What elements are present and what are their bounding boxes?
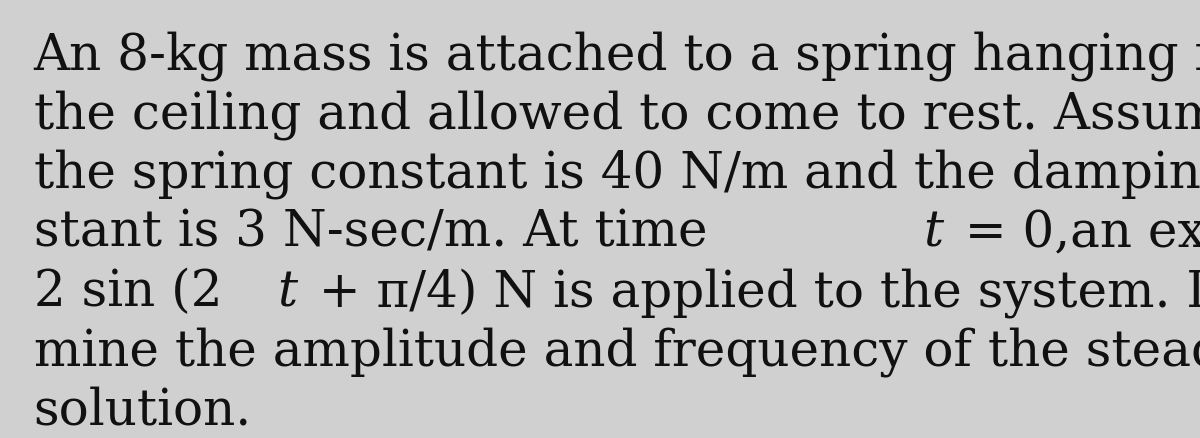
Text: = 0,an external force of: = 0,an external force of xyxy=(949,208,1200,258)
Text: t: t xyxy=(277,267,296,317)
Text: stant is 3 N-sec/m. At time: stant is 3 N-sec/m. At time xyxy=(34,208,724,258)
Text: + π/4) N is applied to the system. Deter-: + π/4) N is applied to the system. Deter… xyxy=(302,267,1200,317)
Text: mine the amplitude and frequency of the steady-state: mine the amplitude and frequency of the … xyxy=(34,326,1200,376)
Text: the spring constant is 40 N/m and the damping con-: the spring constant is 40 N/m and the da… xyxy=(34,149,1200,199)
Text: solution.: solution. xyxy=(34,385,252,435)
Text: t: t xyxy=(923,208,943,258)
Text: An 8-kg mass is attached to a spring hanging from: An 8-kg mass is attached to a spring han… xyxy=(34,31,1200,81)
Text: the ceiling and allowed to come to rest. Assume that: the ceiling and allowed to come to rest.… xyxy=(34,90,1200,140)
Text: 2 sin (2: 2 sin (2 xyxy=(34,267,222,317)
